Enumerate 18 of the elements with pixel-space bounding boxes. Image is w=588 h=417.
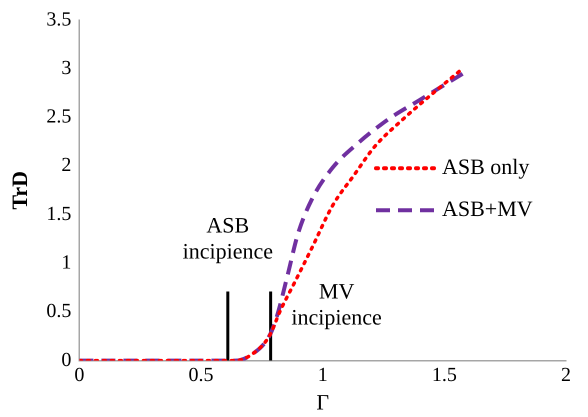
y-tick-label: 2 [61,154,72,176]
y-tick-label: 2.5 [46,106,72,128]
y-tick-label: 1.5 [46,202,72,225]
legend-label: ASB only [442,154,530,180]
x-axis-title: Γ [316,390,330,415]
x-tick-label: 2 [561,364,571,386]
x-tick-label: 1.5 [432,364,457,386]
y-tick-label: 3.5 [46,8,72,30]
y-tick-label: 0 [61,348,72,371]
legend-label: ASB+MV [442,196,533,222]
x-tick-label: 1 [318,364,328,386]
annotation: ASB incipience [182,212,274,264]
y-tick-label: 3 [61,56,72,79]
y-tick-label: 1 [61,252,72,274]
x-tick-label: 0.5 [188,364,214,386]
y-axis-title: TrD [6,170,32,210]
annotation: MV incipience [291,278,382,330]
y-tick-label: 0.5 [46,300,72,322]
